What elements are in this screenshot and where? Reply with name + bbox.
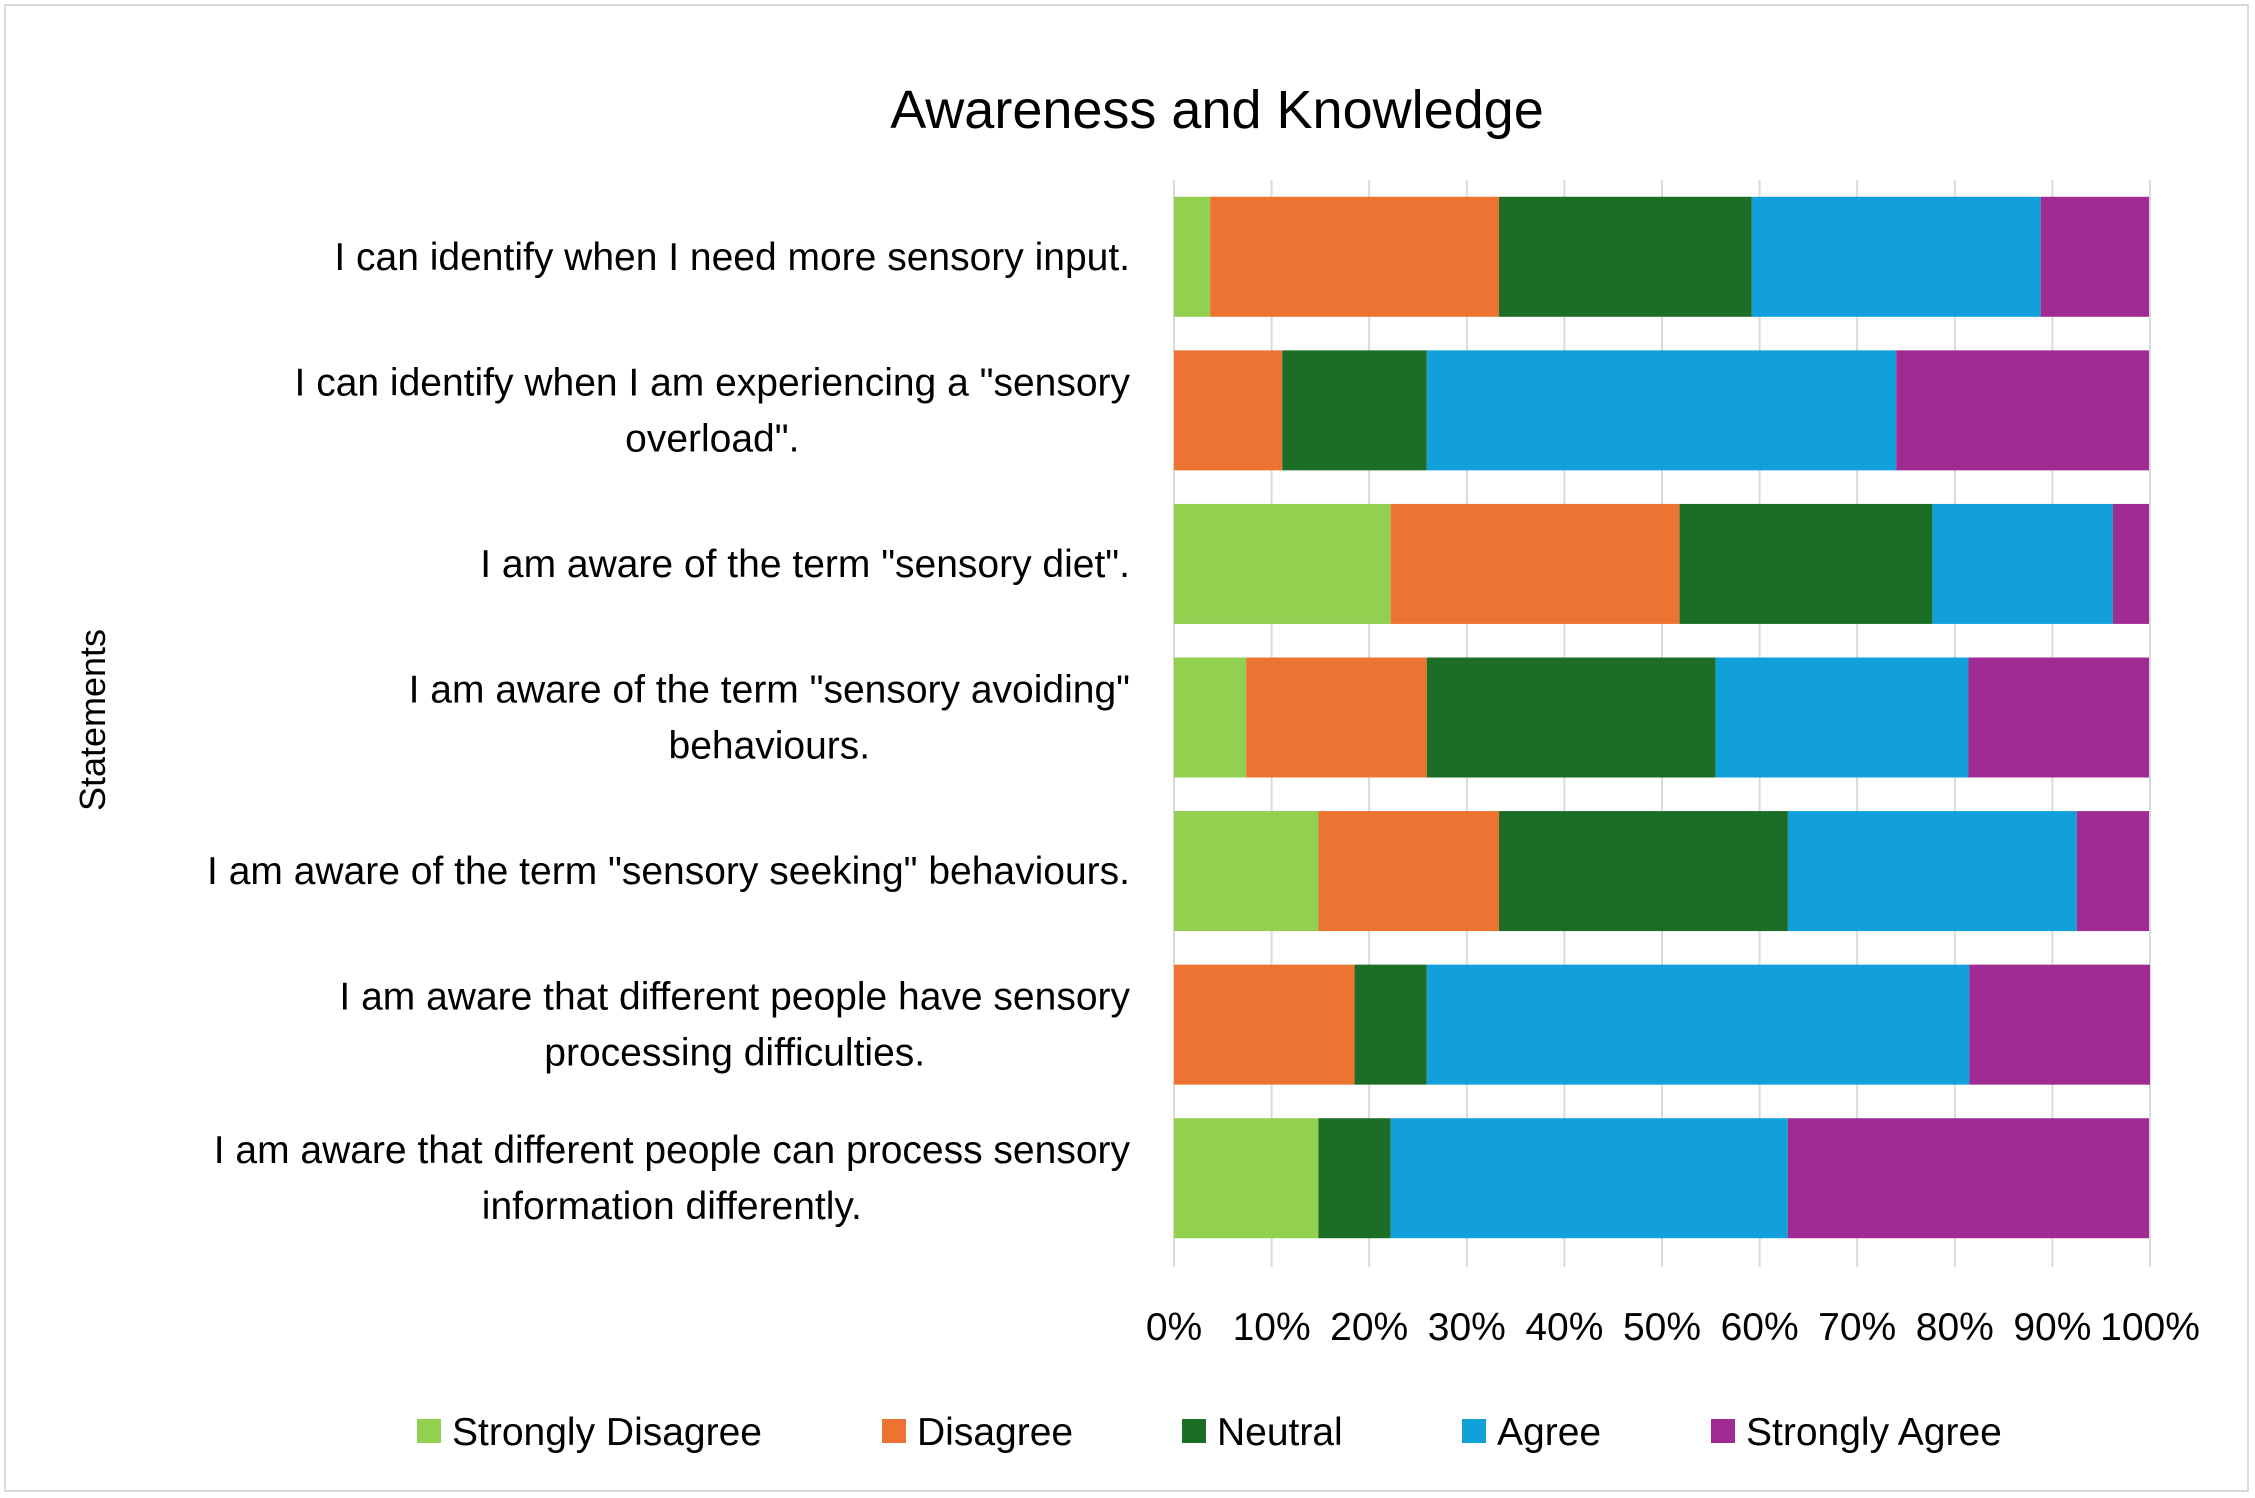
bar-segment [1715, 657, 1969, 778]
bar-segment [1174, 503, 1391, 624]
bar-segment [1318, 1118, 1391, 1239]
category-label-line: I am aware that different people have se… [339, 976, 1130, 1019]
bar-segment [1787, 1118, 2150, 1239]
bar-segment [1896, 350, 2150, 471]
legend-swatch [1462, 1419, 1486, 1443]
bar-segment [2112, 503, 2150, 624]
x-tick-labels: 0% 10% 20% 30% 40% 50% 60% 70% 80% 90% 100% [1146, 1306, 2200, 1349]
x-tick-label: 70% [1818, 1306, 1896, 1349]
bar-segment [1751, 196, 2041, 317]
bar-segment [2040, 196, 2150, 317]
bar-segment [1426, 964, 1970, 1085]
legend-label: Strongly Disagree [452, 1411, 762, 1454]
bar-segment [1426, 350, 1897, 471]
category-label-line: behaviours. [669, 725, 871, 768]
bar-segment [1174, 196, 1211, 317]
category-label-line: I am aware of the term "sensory avoiding… [409, 669, 1130, 712]
bar-segment [1969, 964, 2150, 1085]
x-tick-label: 40% [1525, 1306, 1603, 1349]
bar-segment [1679, 503, 1933, 624]
legend-swatch [882, 1419, 906, 1443]
x-tick-label: 0% [1146, 1306, 1202, 1349]
x-tick-label: 80% [1916, 1306, 1994, 1349]
category-label: I am aware of the term "sensory avoiding… [409, 669, 1130, 768]
legend-label: Neutral [1217, 1411, 1343, 1454]
legend-label: Strongly Agree [1746, 1411, 2002, 1454]
category-label: I am aware of the term "sensory diet". [480, 543, 1130, 586]
legend-label: Agree [1497, 1411, 1601, 1454]
x-tick-label: 30% [1428, 1306, 1506, 1349]
legend-label: Disagree [917, 1411, 1073, 1454]
x-tick-label: 10% [1233, 1306, 1311, 1349]
legend-swatch [1182, 1419, 1206, 1443]
x-tick-label: 100% [2100, 1306, 2200, 1349]
bar-segment [1318, 811, 1500, 932]
x-tick-label: 20% [1330, 1306, 1408, 1349]
category-label-line: I am aware of the term "sensory seeking"… [207, 850, 1130, 893]
category-label: I am aware of the term "sensory seeking"… [207, 850, 1130, 893]
bar-segment [1968, 657, 2150, 778]
bar-segment [1282, 350, 1427, 471]
bar-segment [1932, 503, 2113, 624]
category-label-line: I am aware of the term "sensory diet". [480, 543, 1130, 586]
category-label-line: I am aware that different people can pro… [214, 1129, 1131, 1172]
x-tick-label: 50% [1623, 1306, 1701, 1349]
bar-segment [1426, 657, 1716, 778]
x-tick-label: 60% [1721, 1306, 1799, 1349]
category-labels: I can identify when I need more sensory … [207, 236, 1130, 1228]
bar-segment [1499, 811, 1788, 932]
legend-swatch [417, 1419, 441, 1443]
bar-segment [1499, 196, 1752, 317]
bar-segment [1174, 350, 1283, 471]
bar-segment [2076, 811, 2150, 932]
y-axis-title: Statements [72, 629, 113, 811]
bar-segment [1390, 1118, 1788, 1239]
bar-segment [1390, 503, 1680, 624]
category-label: I am aware that different people can pro… [214, 1129, 1131, 1228]
bar-segment [1787, 811, 2077, 932]
category-label-line: information differently. [482, 1185, 862, 1228]
category-label: I can identify when I am experiencing a … [295, 361, 1131, 460]
x-tick-label: 90% [2013, 1306, 2091, 1349]
category-label: I can identify when I need more sensory … [334, 236, 1130, 279]
bars [1174, 196, 2150, 1239]
bar-segment [1174, 811, 1319, 932]
legend-swatch [1711, 1419, 1735, 1443]
bar-segment [1174, 964, 1355, 1085]
category-label: I am aware that different people have se… [339, 976, 1130, 1075]
bar-segment [1174, 1118, 1319, 1239]
category-label-line: overload". [625, 417, 799, 460]
bar-segment [1246, 657, 1427, 778]
legend: Strongly Disagree Disagree Neutral Agree Str… [417, 1411, 2002, 1454]
bar-segment [1174, 657, 1247, 778]
category-label-line: I can identify when I am experiencing a … [295, 361, 1131, 404]
bar-segment [1210, 196, 1500, 317]
bar-segment [1354, 964, 1427, 1085]
category-label-line: I can identify when I need more sensory … [334, 236, 1130, 279]
category-label-line: processing difficulties. [544, 1032, 925, 1075]
chart-title: Awareness and Knowledge [890, 80, 1543, 140]
